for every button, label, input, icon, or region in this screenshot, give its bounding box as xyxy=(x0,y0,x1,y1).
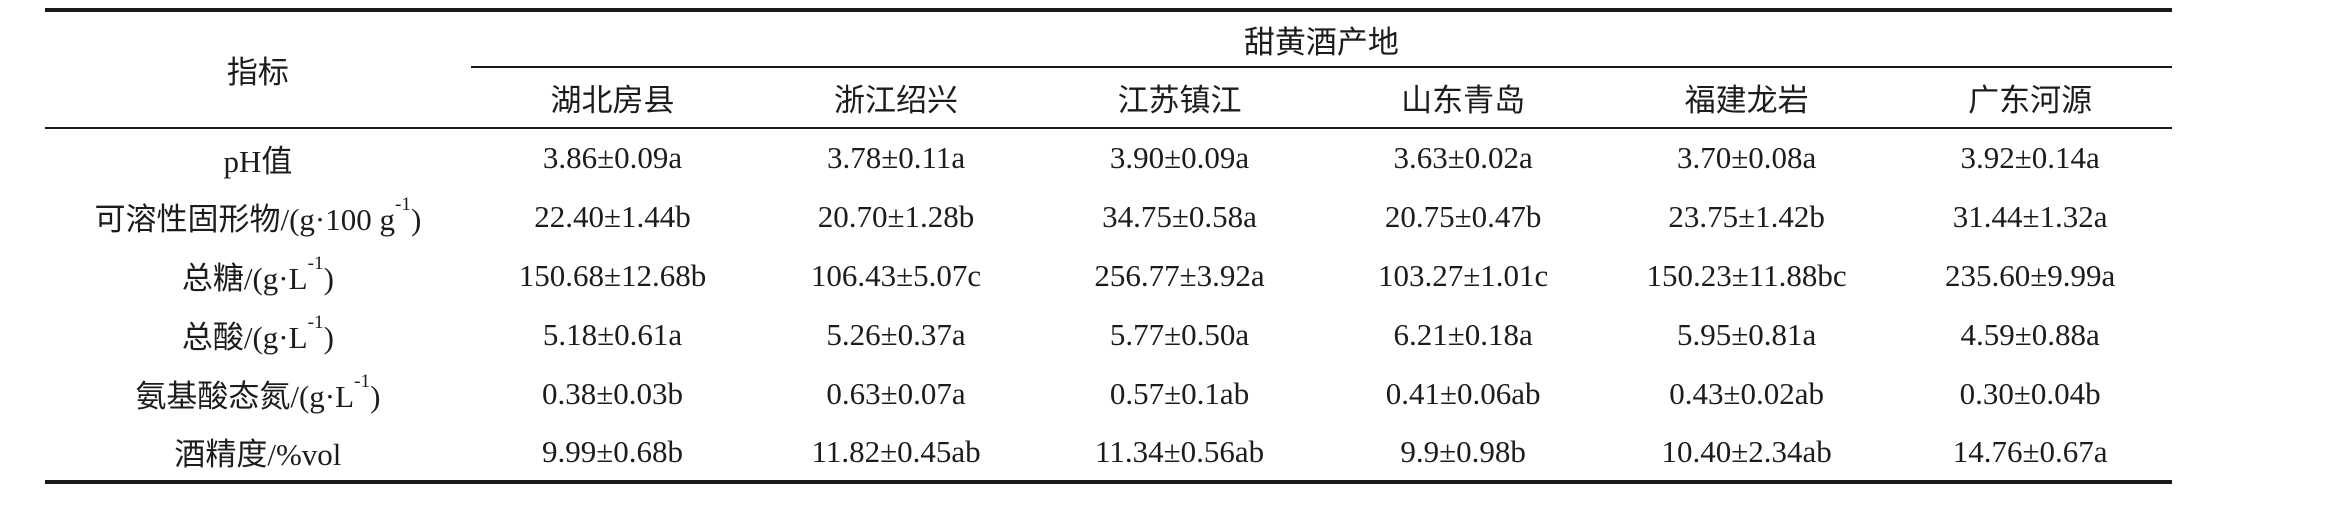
table-cell: 235.60±9.99a xyxy=(1945,257,2116,293)
table-cell: 20.75±0.47b xyxy=(1384,198,1542,234)
row-label-superscript: -1 xyxy=(394,194,411,216)
table-cell: 9.9±0.98b xyxy=(1400,433,1526,469)
table-cell: 5.95±0.81a xyxy=(1676,316,1817,352)
row-label: 氨基酸态氮/(g·L-1) xyxy=(45,364,471,423)
table-cell: 3.92±0.14a xyxy=(1960,140,2100,175)
table-cell: 5.77±0.50a xyxy=(1109,316,1250,352)
table-cell: 0.57±0.1ab xyxy=(1109,375,1250,411)
table-cell: 0.38±0.03b xyxy=(542,375,684,411)
table-cell: 3.90±0.09a xyxy=(1109,140,1250,175)
table-cell: 3.63±0.02a xyxy=(1393,140,1533,175)
table-cell: 6.21±0.18a xyxy=(1393,316,1533,352)
table-cell: 9.99±0.68b xyxy=(542,433,684,469)
column-header-guangdong-heyuan: 广东河源 xyxy=(1888,67,2172,129)
sweet-yellow-wine-origin-table: 指标 甜黄酒产地 湖北房县 浙江绍兴 江苏镇江 山东青岛 福建龙岩 广东河源 p… xyxy=(45,8,2172,484)
row-label-superscript: -1 xyxy=(354,371,371,393)
column-header-zhejiang-shaoxing: 浙江绍兴 xyxy=(754,67,1038,129)
row-label: 总酸/(g·L-1) xyxy=(45,305,471,364)
table-cell: 10.40±2.34ab xyxy=(1661,433,1832,469)
row-label-text-tail: ) xyxy=(410,202,422,237)
table-cell: 150.23±11.88bc xyxy=(1646,257,1847,293)
row-label-text: 总酸/(g·L xyxy=(181,320,308,355)
table-row-soluble-solids: 可溶性固形物/(g·100 g-1) 22.40±1.44b 20.70±1.2… xyxy=(45,187,2172,246)
table-cell: 20.70±1.28b xyxy=(817,198,975,234)
group-header-row: 指标 甜黄酒产地 xyxy=(45,10,2172,129)
row-label-superscript: -1 xyxy=(307,253,324,275)
indicator-column-header: 指标 xyxy=(45,10,471,129)
row-label: 可溶性固形物/(g·100 g-1) xyxy=(45,187,471,246)
row-label-text: 总糖/(g·L xyxy=(181,261,308,296)
table-cell: 5.18±0.61a xyxy=(542,316,683,352)
table-cell: 106.43±5.07c xyxy=(810,257,982,293)
column-header-fujian-longyan: 福建龙岩 xyxy=(1604,67,1889,129)
table-cell: 103.27±1.01c xyxy=(1377,257,1549,293)
table-row-amino-nitrogen: 氨基酸态氮/(g·L-1) 0.38±0.03b 0.63±0.07a 0.57… xyxy=(45,364,2172,423)
row-label: 酒精度/%vol xyxy=(45,423,471,482)
table-cell: 4.59±0.88a xyxy=(1960,316,2100,352)
table-cell: 0.63±0.07a xyxy=(826,375,966,411)
table-cell: 3.86±0.09a xyxy=(542,140,683,175)
table-row-total-acid: 总酸/(g·L-1) 5.18±0.61a 5.26±0.37a 5.77±0.… xyxy=(45,305,2172,364)
table-cell: 0.30±0.04b xyxy=(1959,375,2101,411)
table-cell: 0.43±0.02ab xyxy=(1669,375,1824,411)
table-cell: 0.41±0.06ab xyxy=(1385,375,1541,411)
table-cell: 11.82±0.45ab xyxy=(811,433,981,469)
row-label-text-tail: ) xyxy=(370,379,381,414)
table-cell: 31.44±1.32a xyxy=(1952,198,2108,234)
table-cell: 3.78±0.11a xyxy=(826,140,966,175)
table-cell: 5.26±0.37a xyxy=(826,316,966,352)
row-label-text: 酒精度/%vol xyxy=(174,437,342,472)
table-cell: 3.70±0.08a xyxy=(1676,140,1817,175)
table-cell: 22.40±1.44b xyxy=(534,198,691,234)
row-label: 总糖/(g·L-1) xyxy=(45,246,471,305)
table-cell: 150.68±12.68b xyxy=(518,257,707,293)
column-header-jiangsu-zhenjiang: 江苏镇江 xyxy=(1037,67,1322,129)
row-label-text: 可溶性固形物/(g·100 g xyxy=(94,202,395,237)
group-header: 甜黄酒产地 xyxy=(470,10,2172,68)
row-label: pH值 xyxy=(45,128,471,187)
column-header-hubei-fangxian: 湖北房县 xyxy=(470,67,755,129)
column-header-shandong-qingdao: 山东青岛 xyxy=(1321,67,1605,129)
row-label-text: pH值 xyxy=(223,143,293,179)
row-label-text-tail: ) xyxy=(323,261,334,296)
table-row-total-sugar: 总糖/(g·L-1) 150.68±12.68b 106.43±5.07c 25… xyxy=(45,246,2172,305)
row-label-text-tail: ) xyxy=(323,320,334,355)
origin-header-row: 湖北房县 浙江绍兴 江苏镇江 山东青岛 福建龙岩 广东河源 xyxy=(45,67,2172,129)
table-cell: 14.76±0.67a xyxy=(1952,433,2108,469)
row-label-superscript: -1 xyxy=(307,312,324,334)
table-row-ph: pH值 3.86±0.09a 3.78±0.11a 3.90±0.09a 3.6… xyxy=(45,128,2172,187)
table-cell: 256.77±3.92a xyxy=(1094,257,1265,293)
table-row-alcohol-content: 酒精度/%vol 9.99±0.68b 11.82±0.45ab 11.34±0… xyxy=(45,423,2172,482)
table-cell: 23.75±1.42b xyxy=(1668,198,1825,234)
table-cell: 11.34±0.56ab xyxy=(1095,433,1265,469)
table-cell: 34.75±0.58a xyxy=(1102,198,1257,234)
row-label-text: 氨基酸态氮/(g·L xyxy=(135,379,355,414)
